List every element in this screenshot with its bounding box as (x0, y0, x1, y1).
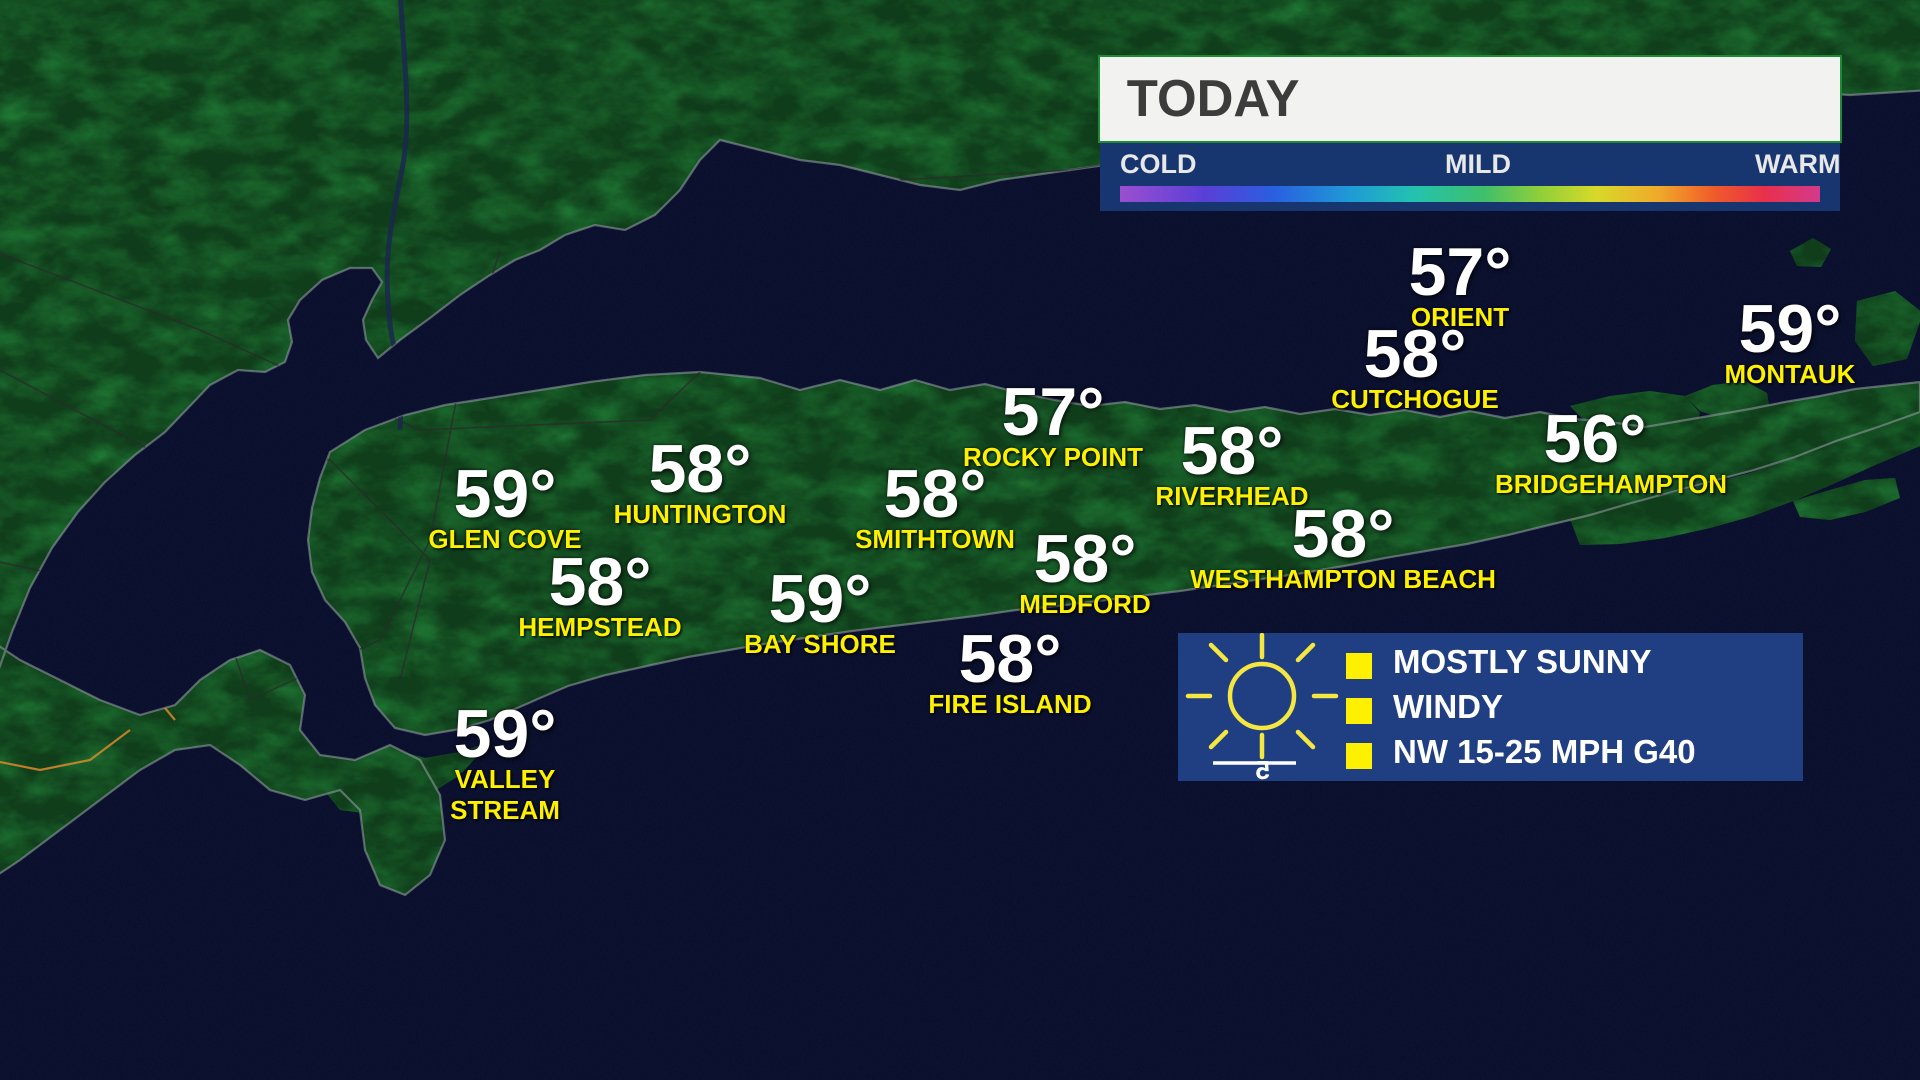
svg-text:5: 5 (1256, 755, 1270, 781)
